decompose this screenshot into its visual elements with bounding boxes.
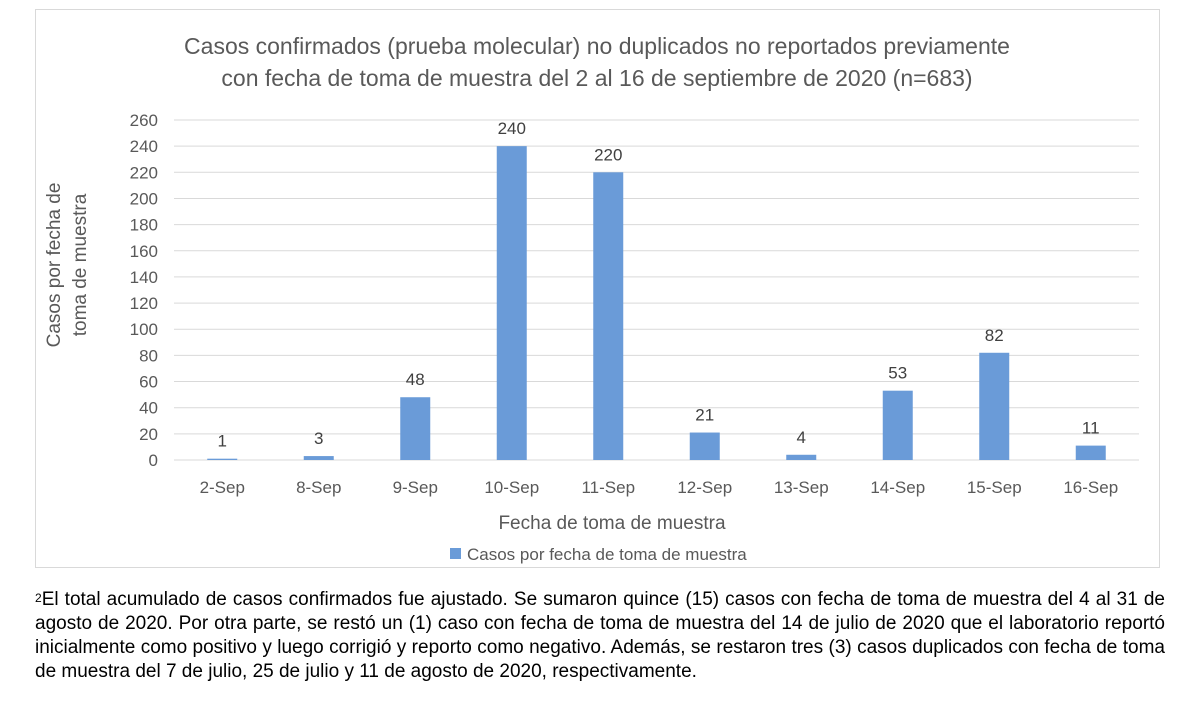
- y-tick-label: 260: [130, 111, 158, 130]
- y-tick-label: 140: [130, 268, 158, 287]
- bar-12-Sep: [689, 432, 720, 460]
- gridlines: [174, 119, 1139, 461]
- y-tick-label: 120: [130, 294, 158, 313]
- data-label-14-Sep: 53: [888, 364, 907, 383]
- chart-title-line-1: Casos confirmados (prueba molecular) no …: [184, 33, 1010, 59]
- y-tick-label: 80: [139, 346, 158, 365]
- x-tick-label-8-Sep: 8-Sep: [296, 478, 341, 497]
- legend: Casos por fecha de toma de muestra: [450, 545, 747, 564]
- chart-title-line-2: con fecha de toma de muestra del 2 al 16…: [221, 65, 972, 91]
- bar-11-Sep: [593, 172, 624, 461]
- bar-10-Sep: [496, 146, 527, 460]
- data-label-12-Sep: 21: [695, 406, 714, 425]
- data-label-16-Sep: 11: [1082, 419, 1100, 438]
- x-tick-label-16-Sep: 16-Sep: [1063, 478, 1118, 497]
- x-tick-label-14-Sep: 14-Sep: [870, 478, 925, 497]
- data-label-13-Sep: 4: [797, 428, 806, 447]
- bar-chart: Casos confirmados (prueba molecular) no …: [44, 33, 1139, 564]
- x-tick-label-2-Sep: 2-Sep: [200, 478, 245, 497]
- x-tick-label-13-Sep: 13-Sep: [774, 478, 829, 497]
- data-label-15-Sep: 82: [985, 326, 1004, 345]
- y-tick-label: 220: [130, 163, 158, 182]
- x-tick-label-11-Sep: 11-Sep: [581, 478, 635, 497]
- bar-13-Sep: [786, 454, 817, 460]
- y-tick-label: 100: [130, 320, 158, 339]
- y-tick-label: 40: [139, 399, 158, 418]
- x-axis-title: Fecha de toma de muestra: [498, 513, 725, 534]
- bar-14-Sep: [882, 390, 913, 460]
- bars: [207, 146, 1106, 461]
- data-label-2-Sep: 1: [218, 432, 227, 451]
- y-axis-title-line-1: Casos por fecha de: [44, 183, 65, 348]
- bar-16-Sep: [1075, 445, 1106, 460]
- data-label-11-Sep: 220: [594, 145, 622, 164]
- y-axis-title-line-2: toma de muestra: [70, 193, 91, 336]
- y-tick-label: 240: [130, 137, 158, 156]
- y-tick-label: 160: [130, 242, 158, 261]
- x-tick-label-10-Sep: 10-Sep: [484, 478, 539, 497]
- bar-8-Sep: [303, 456, 334, 460]
- data-labels: 1 3 48 240 220 21 4 53 82 11: [218, 119, 1100, 451]
- x-tick-label-12-Sep: 12-Sep: [677, 478, 732, 497]
- y-tick-label: 0: [149, 451, 158, 470]
- y-tick-label: 180: [130, 216, 158, 235]
- y-axis-ticks: 0 20 40 60 80 100 120 140 160 180 200 220 240 260: [130, 111, 158, 470]
- legend-swatch: [450, 548, 461, 559]
- chart-frame: Casos confirmados (prueba molecular) no …: [35, 9, 1160, 568]
- data-label-8-Sep: 3: [314, 429, 323, 448]
- footnote: 2El total acumulado de casos confirmados…: [35, 588, 1165, 684]
- data-label-9-Sep: 48: [406, 370, 425, 389]
- y-tick-label: 20: [139, 425, 158, 444]
- y-tick-label: 200: [130, 189, 158, 208]
- bar-2-Sep: [207, 458, 238, 460]
- y-tick-label: 60: [139, 373, 158, 392]
- x-axis-ticks: 2-Sep 8-Sep 9-Sep 10-Sep 11-Sep 12-Sep 13-Sep 1…: [200, 478, 1119, 497]
- bar-9-Sep: [400, 397, 431, 460]
- bar-15-Sep: [979, 352, 1010, 460]
- data-label-10-Sep: 240: [498, 119, 526, 138]
- x-tick-label-9-Sep: 9-Sep: [393, 478, 438, 497]
- legend-label: Casos por fecha de toma de muestra: [467, 545, 747, 564]
- footnote-marker: 2: [35, 591, 42, 605]
- y-axis-title: Casos por fecha de toma de muestra: [44, 183, 91, 348]
- footnote-text: El total acumulado de casos confirmados …: [35, 589, 1165, 682]
- x-tick-label-15-Sep: 15-Sep: [967, 478, 1022, 497]
